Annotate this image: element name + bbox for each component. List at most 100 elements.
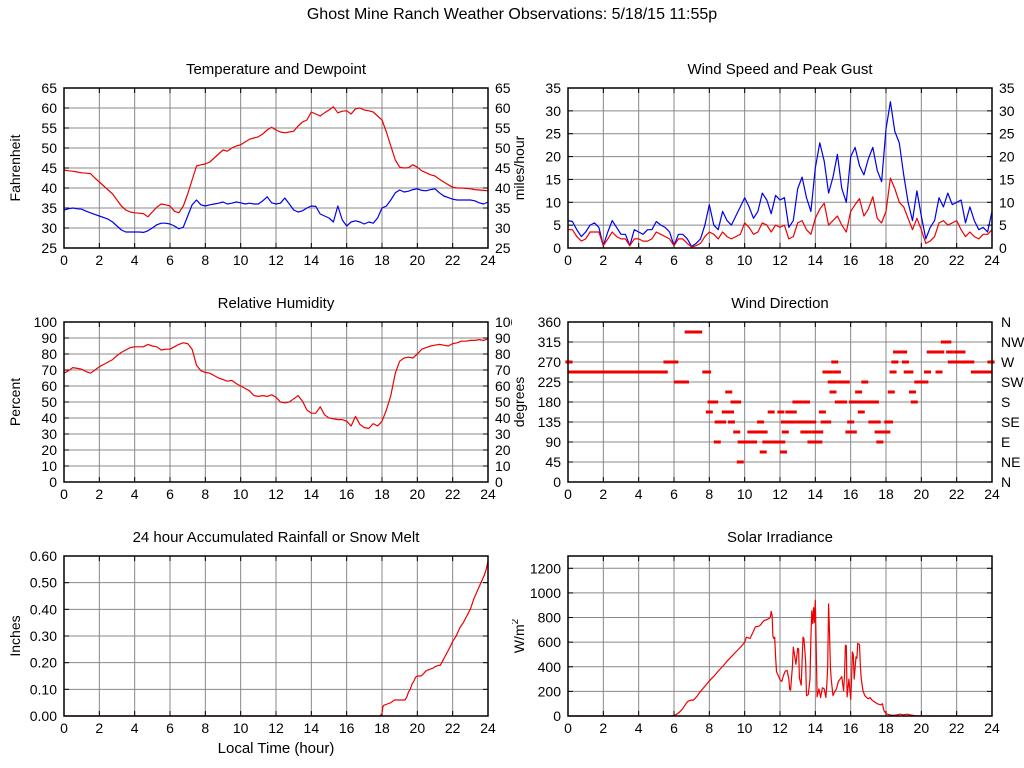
x-tick-label: 12 <box>268 720 284 736</box>
y-tick-label: 60 <box>41 378 57 394</box>
chart-solar-irradiance: 0 2 4 6 8 10 12 14 16 18 20 22 240200400600800100012… <box>510 529 1000 736</box>
grid-lines <box>63 555 489 717</box>
chart-wind-speed-and-peak-gust: 0 2 4 6 8 10 12 14 16 18 20 22 240510152025303505101… <box>511 61 1015 268</box>
y-axis-label: degrees <box>512 377 527 428</box>
x-tick-label: 16 <box>843 720 859 736</box>
x-tick-label: 4 <box>131 720 139 736</box>
compass-label: N <box>1001 474 1011 490</box>
y-tick-label-right: 25 <box>999 126 1015 142</box>
x-tick-label: 18 <box>878 486 894 502</box>
x-tick-label: 22 <box>949 252 965 268</box>
x-tick-label: 6 <box>166 252 174 268</box>
y-tick-label: 30 <box>41 220 57 236</box>
x-tick-label: 18 <box>374 252 390 268</box>
x-tick-label: 2 <box>95 486 103 502</box>
x-tick-label: 6 <box>670 486 678 502</box>
grid-lines <box>63 321 489 483</box>
y-tick-label: 0.00 <box>30 708 57 724</box>
x-tick-label: 12 <box>268 486 284 502</box>
y-tick-label: 35 <box>545 80 561 96</box>
panel-relative-humidity: 0 2 4 6 8 10 12 14 16 18 20 22 24 0 10 20 30 40 50 60 70 80 90… <box>0 289 519 523</box>
y-tick-label-right: 25 <box>495 240 511 256</box>
x-tick-label: 18 <box>878 252 894 268</box>
y-tick-label-right: 80 <box>495 346 511 362</box>
chart-accumulated-rainfall: 0 2 4 6 8 10 12 14 16 18 20 22 240.000.100.200.300.4… <box>7 529 496 757</box>
x-tick-label: 20 <box>914 486 930 502</box>
x-tick-label: 0 <box>60 252 68 268</box>
y-tick-label: 0 <box>553 708 561 724</box>
x-tick-label: 22 <box>949 486 965 502</box>
x-tick-label: 10 <box>233 252 249 268</box>
plot-frame <box>63 321 489 483</box>
x-tick-label: 2 <box>599 252 607 268</box>
x-tick-label: 2 <box>599 486 607 502</box>
y-tick-label-right: 60 <box>495 100 511 116</box>
y-tick-label: 45 <box>545 454 561 470</box>
y-tick-label: 30 <box>545 103 561 119</box>
x-tick-label: 8 <box>201 252 209 268</box>
y-axis-label: Inches <box>7 615 23 656</box>
y-tick-label: 50 <box>41 394 57 410</box>
y-tick-label-right: 35 <box>999 80 1015 96</box>
x-tick-label: 0 <box>564 252 572 268</box>
y-tick-label-right: 45 <box>495 160 511 176</box>
y-tick-label: 600 <box>538 634 562 650</box>
grid-lines <box>567 321 993 483</box>
y-tick-label: 60 <box>41 100 57 116</box>
y-tick-label-right: 55 <box>495 120 511 136</box>
x-tick-label: 8 <box>705 486 713 502</box>
x-tick-label: 22 <box>445 720 461 736</box>
y-tick-label: 360 <box>538 314 562 330</box>
chart-relative-humidity: 0 2 4 6 8 10 12 14 16 18 20 22 240102030405060708090… <box>7 295 519 502</box>
y-tick-label-right: 10 <box>495 458 511 474</box>
x-tick-label: 6 <box>670 252 678 268</box>
y-tick-label: 135 <box>538 414 562 430</box>
y-tick-label-right: 60 <box>495 378 511 394</box>
y-tick-label: 180 <box>538 394 562 410</box>
x-tick-label: 10 <box>737 252 753 268</box>
compass-label: SE <box>1001 414 1020 430</box>
y-tick-label: 0.50 <box>30 575 57 591</box>
x-tick-label: 24 <box>480 486 496 502</box>
x-tick-label: 2 <box>599 720 607 736</box>
y-tick-label: 0.10 <box>30 681 57 697</box>
wind-speed-line <box>568 177 993 248</box>
y-tick-label: 25 <box>545 126 561 142</box>
chart-title: Temperature and Dewpoint <box>186 61 367 78</box>
y-tick-label: 270 <box>538 354 562 370</box>
compass-label: SW <box>1001 374 1024 390</box>
y-axis-label: Percent <box>7 378 23 426</box>
rainfall-line <box>64 561 489 717</box>
y-tick-label: 10 <box>545 194 561 210</box>
y-tick-label-right: 20 <box>495 442 511 458</box>
x-tick-label: 10 <box>233 720 249 736</box>
y-tick-label: 90 <box>545 434 561 450</box>
y-tick-label: 20 <box>41 442 57 458</box>
x-tick-label: 24 <box>480 252 496 268</box>
y-tick-label-right: 15 <box>999 171 1015 187</box>
x-tick-label: 24 <box>480 720 496 736</box>
y-tick-label-right: 0 <box>495 474 503 490</box>
compass-label: W <box>1001 354 1015 370</box>
x-tick-label: 6 <box>166 486 174 502</box>
x-tick-label: 10 <box>737 486 753 502</box>
y-tick-label: 80 <box>41 346 57 362</box>
y-tick-label: 100 <box>34 314 58 330</box>
y-tick-label: 200 <box>538 683 562 699</box>
chart-wind-direction: 0 2 4 6 8 10 12 14 16 18 20 22 240459013518022527031… <box>511 295 1024 502</box>
y-tick-label-right: 0 <box>999 240 1007 256</box>
y-tick-label-right: 50 <box>495 394 511 410</box>
panel-solar-irradiance: 0 2 4 6 8 10 12 14 16 18 20 22 24 0 200 400 600 800 1000 12… <box>510 523 1024 757</box>
x-tick-label: 12 <box>772 486 788 502</box>
peak-gust-line <box>567 101 993 248</box>
y-tick-label: 0.20 <box>30 655 57 671</box>
x-tick-label: 4 <box>131 252 139 268</box>
x-tick-label: 22 <box>445 252 461 268</box>
x-tick-label: 14 <box>808 252 824 268</box>
x-tick-label: 16 <box>339 486 355 502</box>
y-tick-label: 90 <box>41 330 57 346</box>
x-tick-label: 20 <box>914 252 930 268</box>
y-tick-label: 0.60 <box>30 548 57 564</box>
x-tick-label: 22 <box>445 486 461 502</box>
compass-label: NW <box>1001 334 1024 350</box>
